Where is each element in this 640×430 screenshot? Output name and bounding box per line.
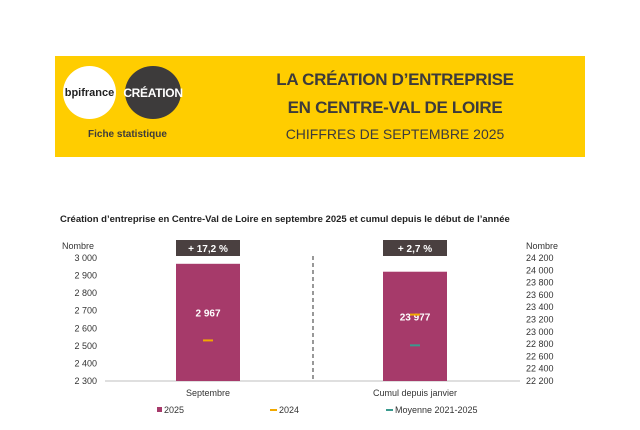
- right-tick-label: 22 200: [526, 376, 554, 386]
- change-badge-text: + 2,7 %: [398, 244, 432, 255]
- change-badge: [383, 240, 447, 256]
- left-tick-label: 2 700: [74, 306, 97, 316]
- change-badge: [176, 240, 240, 256]
- chart-title: Création d’entreprise en Centre-Val de L…: [60, 214, 510, 225]
- header-banner: bpifrance CRÉATION Fiche statistique LA …: [55, 56, 585, 157]
- legend-label: 2025: [164, 405, 184, 415]
- right-tick-label: 24 200: [526, 253, 554, 263]
- legend-label: 2024: [279, 405, 299, 415]
- right-tick-label: 22 800: [526, 339, 554, 349]
- fiche-label: Fiche statistique: [88, 129, 167, 140]
- left-tick-label: 2 400: [74, 358, 97, 368]
- right-tick-label: 23 800: [526, 278, 554, 288]
- right-axis-label: Nombre: [526, 241, 558, 251]
- legend-label: Moyenne 2021-2025: [395, 405, 478, 415]
- right-tick-label: 23 000: [526, 327, 554, 337]
- page-title-line2: EN CENTRE-VAL DE LOIRE: [287, 98, 503, 117]
- left-tick-label: 3 000: [74, 253, 97, 263]
- left-tick-label: 2 800: [74, 288, 97, 298]
- legend-swatch-2025: [157, 407, 162, 412]
- bar-value-label: 23 977: [400, 312, 431, 323]
- category-label: Cumul depuis janvier: [373, 388, 457, 398]
- bar-2025: [176, 263, 240, 381]
- page-title-line1: LA CRÉATION D’ENTREPRISE: [276, 70, 514, 89]
- left-tick-label: 2 600: [74, 323, 97, 333]
- page-subtitle: CHIFFRES DE SEPTEMBRE 2025: [285, 126, 505, 142]
- left-tick-label: 2 900: [74, 271, 97, 281]
- right-tick-label: 23 200: [526, 315, 554, 325]
- category-label: Septembre: [186, 388, 230, 398]
- right-tick-label: 22 600: [526, 351, 554, 361]
- change-badge-text: + 17,2 %: [188, 244, 228, 255]
- creation-logo: CRÉATION: [123, 66, 183, 119]
- right-tick-label: 23 600: [526, 290, 554, 300]
- right-tick-label: 23 400: [526, 302, 554, 312]
- right-tick-label: 22 400: [526, 364, 554, 374]
- bar-2025: [383, 271, 447, 381]
- bar-value-label: 2 967: [195, 308, 220, 319]
- left-tick-label: 2 300: [74, 376, 97, 386]
- bpifrance-logo-text: bpifrance: [64, 86, 115, 99]
- creation-logo-text: CRÉATION: [123, 85, 183, 100]
- left-axis-label: Nombre: [62, 241, 94, 251]
- right-tick-label: 24 000: [526, 265, 554, 275]
- bpifrance-logo: bpifrance: [63, 66, 116, 119]
- left-tick-label: 2 500: [74, 341, 97, 351]
